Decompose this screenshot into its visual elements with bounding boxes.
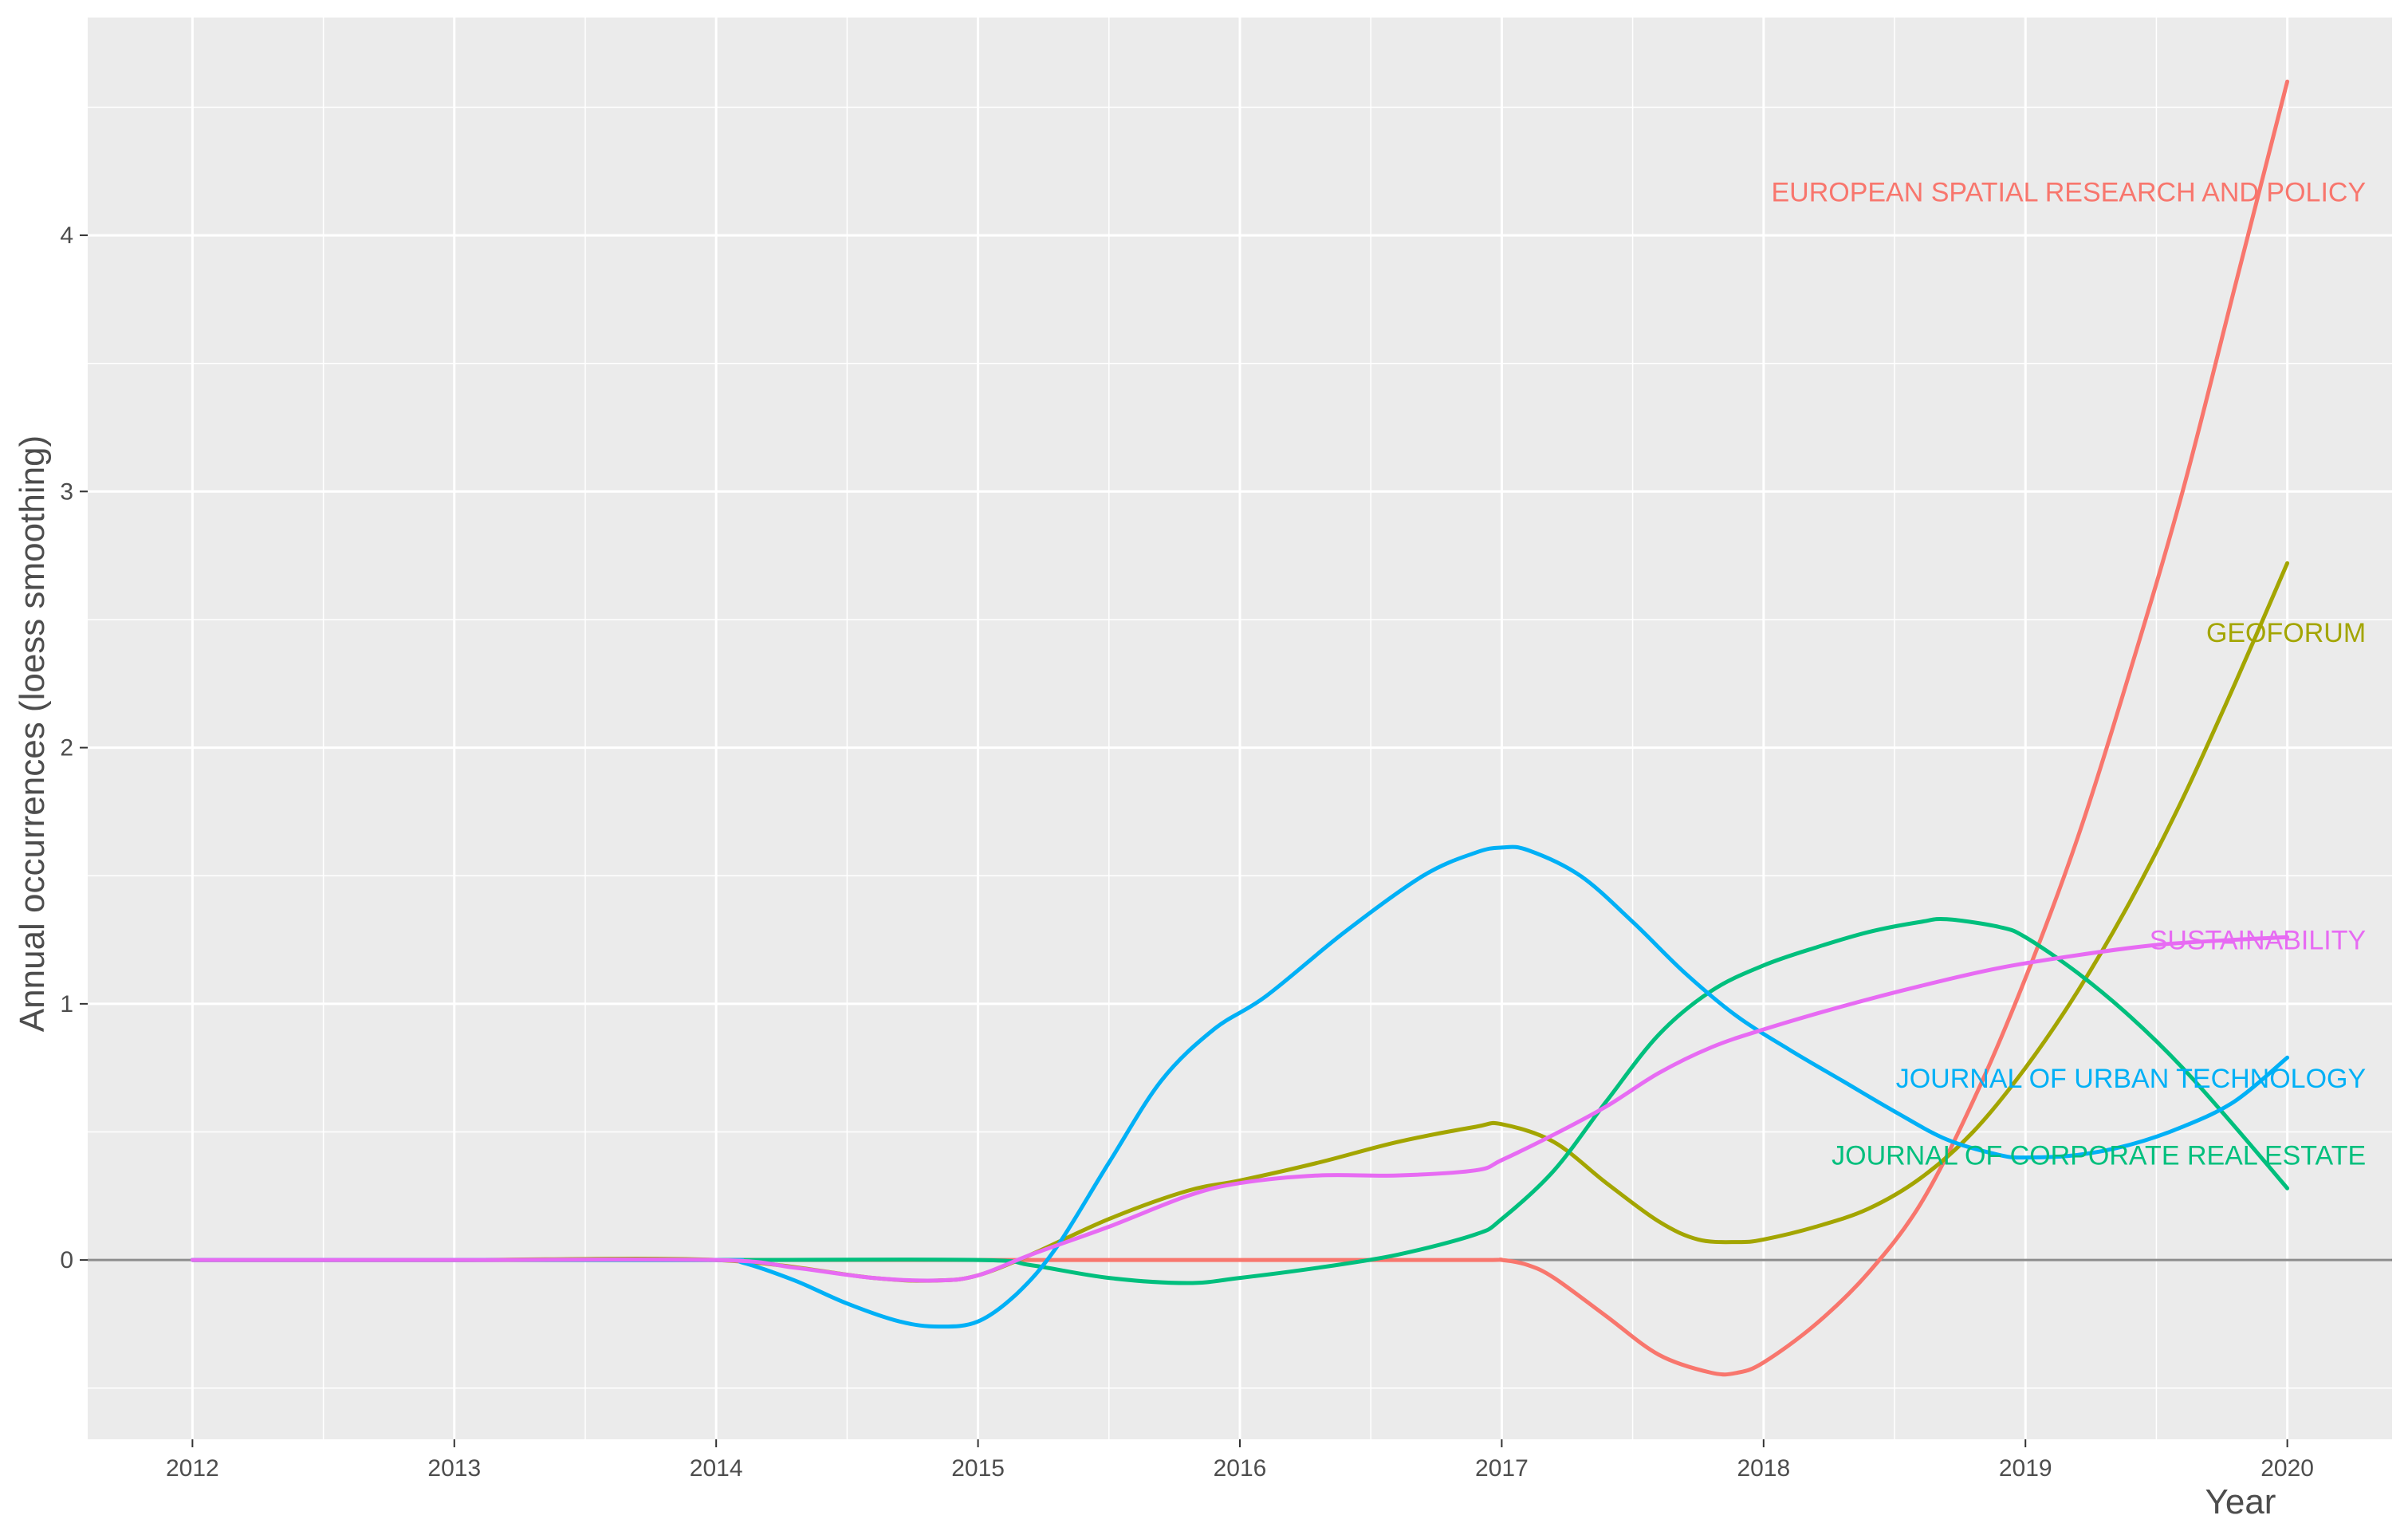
y-tick-label: 1 xyxy=(60,991,73,1017)
series-label-geoforum: GEOFORUM xyxy=(2206,618,2366,648)
x-tick-label: 2016 xyxy=(1214,1455,1267,1482)
x-tick-label: 2014 xyxy=(690,1455,743,1482)
y-axis-title: Annual occurrences (loess smoothing) xyxy=(13,435,52,1032)
x-axis: 2012 2013 2014 2015 2016 2017 2018 2019 2020 xyxy=(166,1439,2314,1482)
series-label-journal-of-urban-technology: JOURNAL OF URBAN TECHNOLOGY xyxy=(1896,1064,2366,1094)
x-tick-label: 2017 xyxy=(1475,1455,1529,1482)
x-tick-label: 2012 xyxy=(166,1455,219,1482)
series-line-sustainability xyxy=(190,935,2290,1283)
x-tick-label: 2020 xyxy=(2260,1455,2314,1482)
series-lines xyxy=(190,79,2290,1377)
x-tick-label: 2018 xyxy=(1737,1455,1790,1482)
y-tick-label: 2 xyxy=(60,735,73,762)
series-label-european-spatial-research-and-policy: EUROPEAN SPATIAL RESEARCH AND POLICY xyxy=(1771,177,2366,207)
series-labels: EUROPEAN SPATIAL RESEARCH AND POLICY GEOF… xyxy=(1771,177,2366,1171)
y-tick-label: 0 xyxy=(60,1247,73,1273)
y-tick-label: 4 xyxy=(60,222,73,249)
series-label-sustainability: SUSTAINABILITY xyxy=(2150,926,2366,956)
series-label-journal-of-corporate-real-estate: JOURNAL OF CORPORATE REAL ESTATE xyxy=(1832,1140,2366,1171)
y-tick-label: 3 xyxy=(60,478,73,505)
series-line-journal-of-urban-technology xyxy=(190,844,2290,1329)
x-tick-label: 2015 xyxy=(951,1455,1005,1482)
y-axis: 0 1 2 3 4 xyxy=(60,222,88,1273)
grid-lines xyxy=(88,18,2392,1439)
x-tick-label: 2013 xyxy=(427,1455,481,1482)
x-tick-label: 2019 xyxy=(1999,1455,2052,1482)
series-line-journal-of-corporate-real-estate xyxy=(190,917,2290,1285)
x-axis-title: Year xyxy=(2205,1482,2276,1521)
